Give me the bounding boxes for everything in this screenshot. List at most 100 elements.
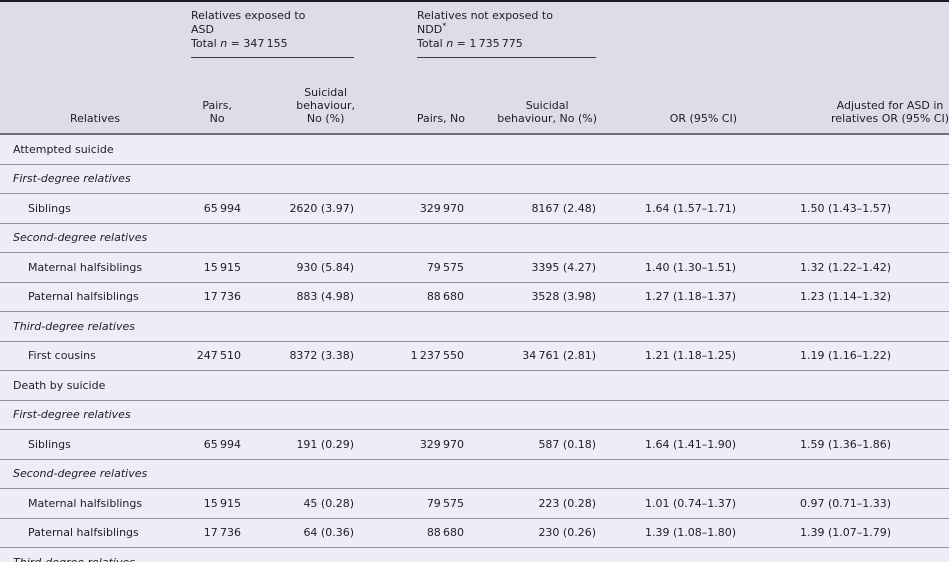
cell-or-ci: 1.27 (1.18–1.37): [597, 281, 738, 312]
group-asd-title: Relatives exposed to ASD: [191, 9, 306, 36]
cell-or-ci: 1.64 (1.41–1.90): [597, 429, 738, 459]
cell-suicidal-asd: 2620 (3.97): [242, 193, 356, 223]
column-header-row: Relatives Pairs, No Suicidal behaviour, …: [0, 60, 949, 135]
cell-adjusted-or-ci: 1.50 (1.43–1.57): [737, 193, 949, 223]
cell-pairs-asd: 65 994: [190, 193, 242, 223]
group-header-spacer-right: [597, 1, 949, 60]
cell-pairs-ndd: 79 575: [355, 252, 466, 282]
table-body: Attempted suicide First-degree relatives…: [0, 134, 949, 562]
subsection-row: Third-degree relatives: [0, 311, 949, 341]
subsection-row: Second-degree relatives: [0, 222, 949, 253]
cell-adjusted-or-ci: 1.59 (1.36–1.86): [737, 429, 949, 459]
relative-label: Siblings: [0, 193, 190, 223]
group-ndd-n-symbol: n: [446, 37, 454, 50]
subsection-label: Second-degree relatives: [0, 222, 949, 253]
subsection-row: Third-degree relatives: [0, 547, 949, 562]
cell-suicidal-ndd: 3528 (3.98): [465, 281, 598, 312]
relative-label: First cousins: [0, 340, 190, 371]
cell-suicidal-ndd: 587 (0.18): [465, 429, 598, 459]
table-row: Paternal halfsiblings 17 736 883 (4.98) …: [0, 281, 949, 312]
group-ndd-label: Relatives not exposed to NDD* Total n = …: [417, 9, 597, 58]
group-ndd-total-value: = 1 735 775: [453, 37, 523, 50]
cell-pairs-asd: 17 736: [190, 281, 242, 312]
table-header: Relatives exposed to ASD Total n = 347 1…: [0, 1, 949, 135]
cell-pairs-ndd: 1 237 550: [355, 340, 466, 371]
relative-label: Siblings: [0, 429, 190, 459]
group-asd-total-prefix: Total: [191, 37, 221, 50]
col-header-adjusted-or-ci: Adjusted for ASD in relatives OR (95% CI…: [737, 60, 949, 135]
subsection-label: First-degree relatives: [0, 399, 949, 430]
cell-pairs-asd: 65 994: [190, 429, 242, 459]
cell-pairs-asd: 15 915: [190, 488, 242, 518]
cell-suicidal-asd: 8372 (3.38): [242, 340, 356, 371]
cell-pairs-ndd: 79 575: [355, 488, 466, 518]
table-row: First cousins 247 510 8372 (3.38) 1 237 …: [0, 340, 949, 371]
cell-suicidal-asd: 930 (5.84): [242, 252, 356, 282]
cell-suicidal-asd: 64 (0.36): [242, 517, 356, 548]
cell-pairs-ndd: 88 680: [355, 281, 466, 312]
cell-pairs-ndd: 329 970: [355, 193, 466, 223]
section-label: Attempted suicide: [13, 142, 114, 156]
subsection-label: Third-degree relatives: [0, 311, 949, 341]
subsection-row: First-degree relatives: [0, 163, 949, 194]
cell-suicidal-asd: 883 (4.98): [242, 281, 356, 312]
cell-pairs-asd: 247 510: [190, 340, 242, 371]
group-header-row: Relatives exposed to ASD Total n = 347 1…: [0, 1, 949, 60]
cell-suicidal-asd: 191 (0.29): [242, 429, 356, 459]
subsection-row: Second-degree relatives: [0, 458, 949, 489]
cell-suicidal-asd: 45 (0.28): [242, 488, 356, 518]
group-asd-cell: Relatives exposed to ASD Total n = 347 1…: [190, 1, 355, 60]
relative-label: Maternal halfsiblings: [0, 252, 190, 282]
group-asd-label: Relatives exposed to ASD Total n = 347 1…: [191, 9, 355, 58]
cell-or-ci: 1.01 (0.74–1.37): [597, 488, 738, 518]
subsection-label: Third-degree relatives: [0, 547, 949, 562]
cell-or-ci: 1.64 (1.57–1.71): [597, 193, 738, 223]
cell-suicidal-ndd: 3395 (4.27): [465, 252, 598, 282]
cell-adjusted-or-ci: 1.39 (1.07–1.79): [737, 517, 949, 548]
col-header-or-ci: OR (95% CI): [597, 60, 738, 135]
relative-label: Paternal halfsiblings: [0, 517, 190, 548]
group-header-spacer: [0, 1, 190, 60]
section-row: Death by suicide: [0, 370, 949, 400]
subsection-label: First-degree relatives: [0, 163, 949, 194]
cell-pairs-asd: 15 915: [190, 252, 242, 282]
group-asd-total-value: = 347 155: [227, 37, 288, 50]
group-asd-n-symbol: n: [220, 37, 228, 50]
section-row: Attempted suicide: [0, 134, 949, 164]
table-row: Siblings 65 994 2620 (3.97) 329 970 8167…: [0, 193, 949, 223]
col-header-pairs-asd: Pairs, No: [190, 60, 242, 135]
table-row: Siblings 65 994 191 (0.29) 329 970 587 (…: [0, 429, 949, 459]
relative-label: Paternal halfsiblings: [0, 281, 190, 312]
cell-adjusted-or-ci: 0.97 (0.71–1.33): [737, 488, 949, 518]
cell-suicidal-ndd: 8167 (2.48): [465, 193, 598, 223]
col-header-relatives: Relatives: [0, 60, 190, 135]
cell-or-ci: 1.39 (1.08–1.80): [597, 517, 738, 548]
section-label: Death by suicide: [0, 370, 949, 400]
cell-pairs-asd: 17 736: [190, 517, 242, 548]
subsection-row: First-degree relatives: [0, 399, 949, 430]
group-ndd-cell: Relatives not exposed to NDD* Total n = …: [355, 1, 597, 60]
group-ndd-title: Relatives not exposed to NDD: [417, 9, 553, 36]
table-row: Maternal halfsiblings 15 915 930 (5.84) …: [0, 252, 949, 282]
cell-suicidal-ndd: 223 (0.28): [465, 488, 598, 518]
subsection-label: Second-degree relatives: [0, 458, 949, 489]
footnote-star: *: [442, 21, 447, 31]
cell-pairs-ndd: 329 970: [355, 429, 466, 459]
col-header-suicidal-ndd: Suicidal behaviour, No (%): [465, 60, 598, 135]
table-row: Maternal halfsiblings 15 915 45 (0.28) 7…: [0, 488, 949, 518]
cell-adjusted-or-ci: 1.23 (1.14–1.32): [737, 281, 949, 312]
col-header-suicidal-asd: Suicidal behaviour, No (%): [242, 60, 356, 135]
group-ndd-total-prefix: Total: [417, 37, 447, 50]
cell-adjusted-or-ci: 1.19 (1.16–1.22): [737, 340, 949, 371]
cell-suicidal-ndd: 34 761 (2.81): [465, 340, 598, 371]
cell-or-ci: 1.21 (1.18–1.25): [597, 340, 738, 371]
cell-or-ci: 1.40 (1.30–1.51): [597, 252, 738, 282]
cell-adjusted-or-ci: 1.32 (1.22–1.42): [737, 252, 949, 282]
col-header-pairs-ndd: Pairs, No: [355, 60, 466, 135]
table-row: Paternal halfsiblings 17 736 64 (0.36) 8…: [0, 517, 949, 548]
relative-label: Maternal halfsiblings: [0, 488, 190, 518]
cell-pairs-ndd: 88 680: [355, 517, 466, 548]
cell-suicidal-ndd: 230 (0.26): [465, 517, 598, 548]
